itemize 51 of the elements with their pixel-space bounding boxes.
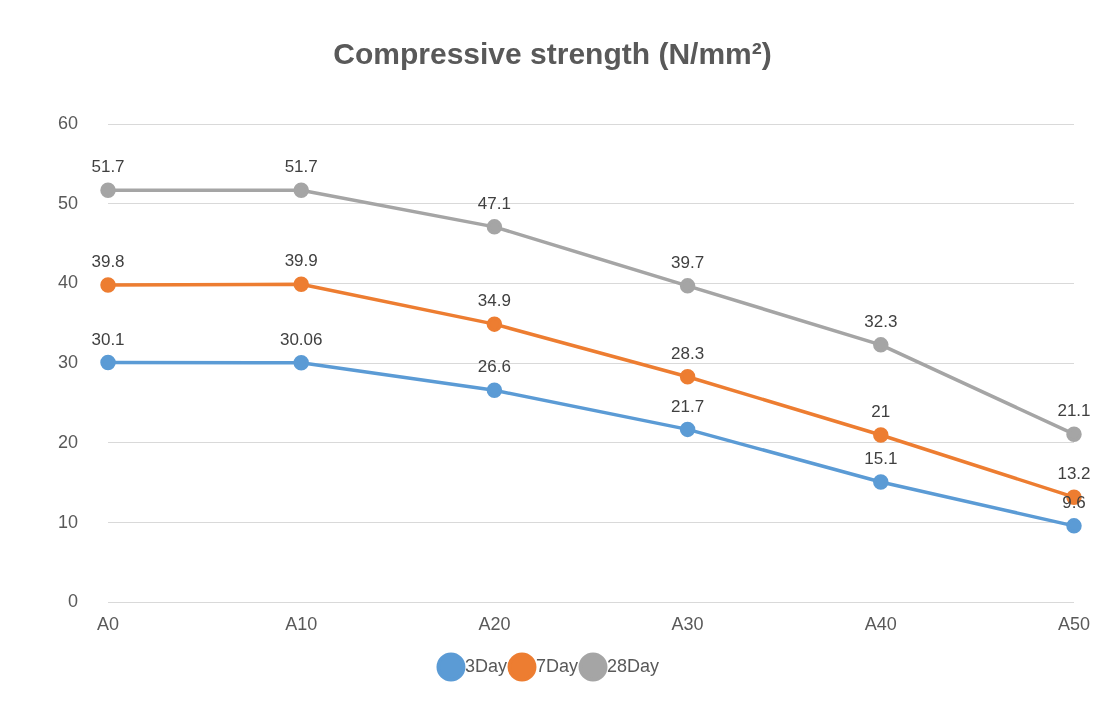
point [679,278,696,294]
data-label: 30.1 [91,329,125,349]
y-tick-label: 30 [57,352,79,373]
point [293,182,309,198]
legend-label: 7Day [535,655,579,676]
y-tick-label: 20 [57,431,79,452]
data-label: 32.3 [864,312,898,332]
y-tick-label: 0 [68,591,79,612]
point [873,337,889,353]
point [486,219,503,235]
point [293,276,309,293]
point [486,382,503,399]
x-tick-label: A10 [285,614,318,635]
point [1066,426,1082,442]
point [486,316,503,332]
point [679,369,696,385]
data-label: 51.7 [91,157,125,177]
y-tick-label: 40 [57,272,79,293]
point [100,182,116,198]
x-tick-label: A20 [478,614,511,635]
y-tick-label: 50 [57,192,79,213]
x-tick-label: A30 [671,614,704,635]
data-label: 39.9 [284,251,318,271]
point [100,354,116,371]
point [679,421,696,438]
data-label: 26.6 [477,357,511,377]
x-tick-label: A50 [1057,614,1090,635]
y-tick-label: 10 [57,511,79,532]
data-label: 13.2 [1057,464,1091,484]
x-tick-label: A0 [97,614,120,635]
x-tick-label: A40 [864,614,897,635]
point [293,354,309,371]
point [873,474,889,490]
data-label: 21.7 [671,396,705,416]
data-label: 39.8 [91,252,125,272]
point [1066,518,1082,534]
data-label: 51.7 [284,157,318,177]
data-label: 28.3 [671,343,705,363]
legend-label: 28Day [607,655,660,676]
point [100,277,116,293]
point [873,427,889,443]
data-label: 15.1 [864,449,898,469]
y-tick-label: 60 [57,112,79,133]
chart-title: Compressive strength (N/mm²) [333,37,772,71]
data-label: 39.7 [671,253,705,273]
data-label: 30.06 [279,329,323,349]
data-label: 21 [871,402,891,422]
data-label: 34.9 [477,291,511,311]
data-label: 21.1 [1057,401,1091,421]
legend-label: 3Day [464,655,507,676]
data-label: 47.1 [477,194,511,214]
